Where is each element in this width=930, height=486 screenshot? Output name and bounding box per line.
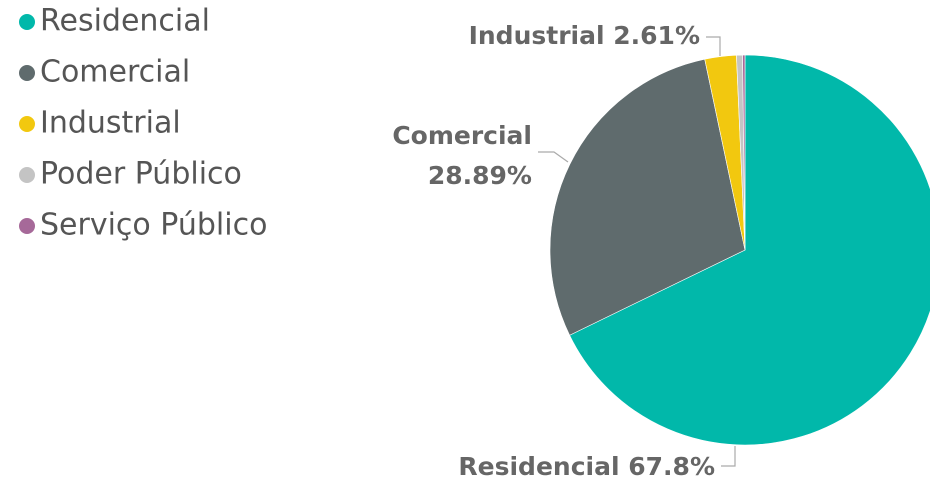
- data-label-name: Industrial: [469, 21, 605, 50]
- leader-line: [538, 151, 569, 163]
- legend-marker: [19, 116, 35, 132]
- data-label-name: Residencial: [458, 452, 619, 481]
- data-label: Industrial 2.61%: [469, 21, 700, 50]
- pie-slice: [742, 54, 746, 251]
- legend-label: Comercial: [40, 55, 190, 90]
- legend-marker: [19, 218, 35, 234]
- legend-label: Residencial: [40, 4, 210, 39]
- leader-line: [721, 446, 736, 467]
- pie-slice: [569, 54, 930, 446]
- legend-label: Poder Público: [40, 157, 242, 192]
- legend-marker: [19, 167, 35, 183]
- data-label: Residencial 67.8%: [458, 452, 715, 481]
- legend-label: Serviço Público: [40, 208, 267, 243]
- data-label-value: 67.8%: [628, 452, 715, 481]
- data-label-value: 2.61%: [613, 21, 700, 50]
- legend-marker: [19, 14, 35, 30]
- data-label-name: Comercial: [392, 121, 532, 150]
- data-label: Comercial 28.89%: [392, 121, 532, 190]
- pie-slice: [549, 58, 746, 336]
- legend-label: Industrial: [40, 106, 181, 141]
- legend-marker: [19, 65, 35, 81]
- leader-line: [706, 36, 721, 56]
- data-label-value: 28.89%: [428, 161, 532, 190]
